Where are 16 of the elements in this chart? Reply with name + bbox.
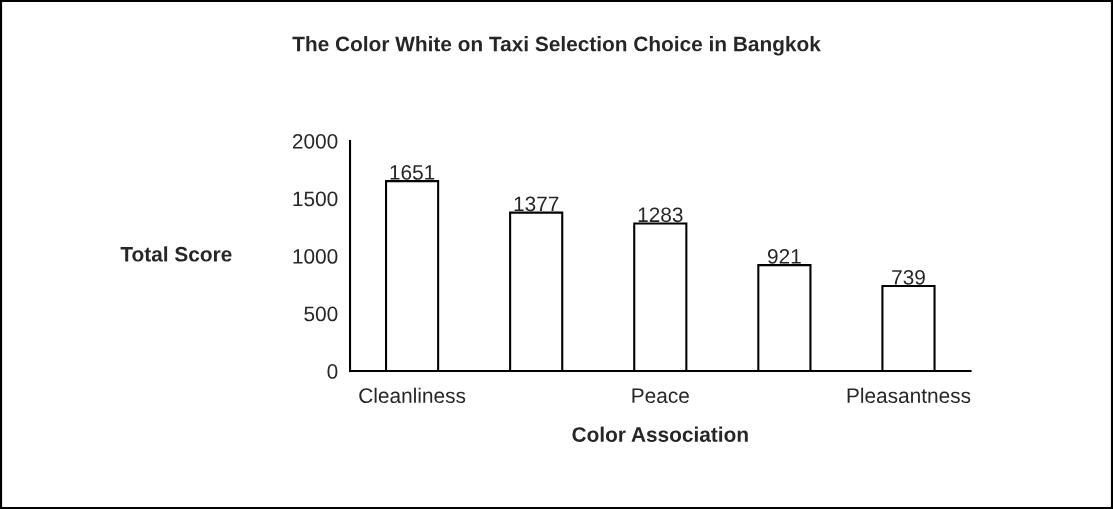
data-label: 1283 — [638, 207, 683, 223]
data-label: 1651 — [390, 165, 435, 180]
x-tick-label: Cleanliness — [359, 387, 466, 404]
y-tick-label: 1000 — [293, 249, 338, 264]
data-label: 921 — [767, 249, 801, 264]
y-tick-label: 500 — [304, 306, 338, 322]
chart-title: The Color White on Taxi Selection Choice in Bangkok — [292, 36, 821, 56]
data-label: 1377 — [514, 196, 559, 212]
x-axis-title: Color Association — [572, 426, 748, 442]
y-axis-title: Total Score — [120, 246, 232, 262]
y-tick-label: 0 — [327, 364, 338, 379]
y-tick-label: 2000 — [292, 133, 338, 149]
x-tick-label: Peace — [632, 388, 689, 404]
data-label: 739 — [892, 269, 925, 285]
x-tick-label: Pleasantness — [847, 387, 971, 404]
y-tick-label: 1500 — [293, 191, 338, 207]
